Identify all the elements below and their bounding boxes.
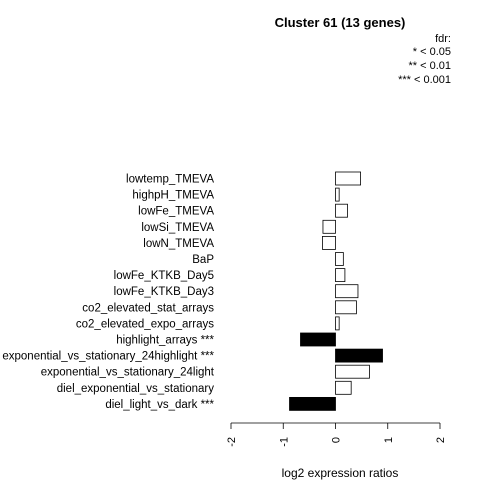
category-label-15: diel_light_vs_dark *** <box>105 399 214 411</box>
bars-group <box>289 171 383 411</box>
category-label-4: lowSi_TMEVA <box>141 222 214 234</box>
category-label-2: highpH_TMEVA <box>132 190 214 202</box>
legend: fdr: * < 0.05 ** < 0.01 *** < 0.001 <box>398 33 451 86</box>
category-label-3: lowFe_TMEVA <box>138 206 214 218</box>
category-label-6: BaP <box>192 254 214 266</box>
bar-13 <box>335 364 370 379</box>
legend-entry-3: *** < 0.001 <box>398 74 451 86</box>
category-labels: lowtemp_TMEVA highpH_TMEVA lowFe_TMEVA lowS… <box>2 174 214 411</box>
x-tick-label-5: 2 <box>435 437 447 443</box>
x-axis-label: log2 expression ratios <box>282 466 399 480</box>
x-tick-label-3: 0 <box>331 437 343 443</box>
legend-title: fdr: <box>435 33 451 45</box>
bar-11 <box>300 332 336 347</box>
legend-entry-1: * < 0.05 <box>413 46 451 58</box>
category-label-11: highlight_arrays *** <box>116 335 214 347</box>
category-label-13: exponential_vs_stationary_24light <box>41 367 215 379</box>
legend-entry-2: ** < 0.01 <box>408 60 451 72</box>
x-tick-label-4: 1 <box>383 437 395 443</box>
category-label-7: lowFe_KTKB_Day5 <box>114 270 214 282</box>
category-label-8: lowFe_KTKB_Day3 <box>114 286 214 298</box>
bar-4 <box>322 219 336 234</box>
category-label-10: co2_elevated_expo_arrays <box>76 318 214 330</box>
bar-8 <box>335 284 359 299</box>
x-tick-label-2: -1 <box>278 437 290 447</box>
category-label-5: lowN_TMEVA <box>143 238 214 250</box>
category-label-9: co2_elevated_stat_arrays <box>82 302 214 314</box>
x-axis: -2 -1 0 1 2 <box>226 422 447 447</box>
bar-7 <box>335 268 346 283</box>
bar-1 <box>335 171 361 186</box>
bar-3 <box>335 203 348 218</box>
category-label-14: diel_exponential_vs_stationary <box>57 383 215 395</box>
category-label-1: lowtemp_TMEVA <box>126 174 214 186</box>
x-tick-label-1: -2 <box>226 437 238 447</box>
chart-title: Cluster 61 (13 genes) <box>275 15 406 30</box>
bar-15 <box>289 396 336 411</box>
bar-9 <box>335 300 357 315</box>
bar-6 <box>335 252 344 266</box>
bar-10 <box>335 316 340 331</box>
bar-2 <box>335 187 340 202</box>
category-label-12: exponential_vs_stationary_24highlight **… <box>2 351 214 363</box>
bar-5 <box>322 235 336 250</box>
bar-12 <box>335 348 383 363</box>
bar-14 <box>335 380 352 395</box>
